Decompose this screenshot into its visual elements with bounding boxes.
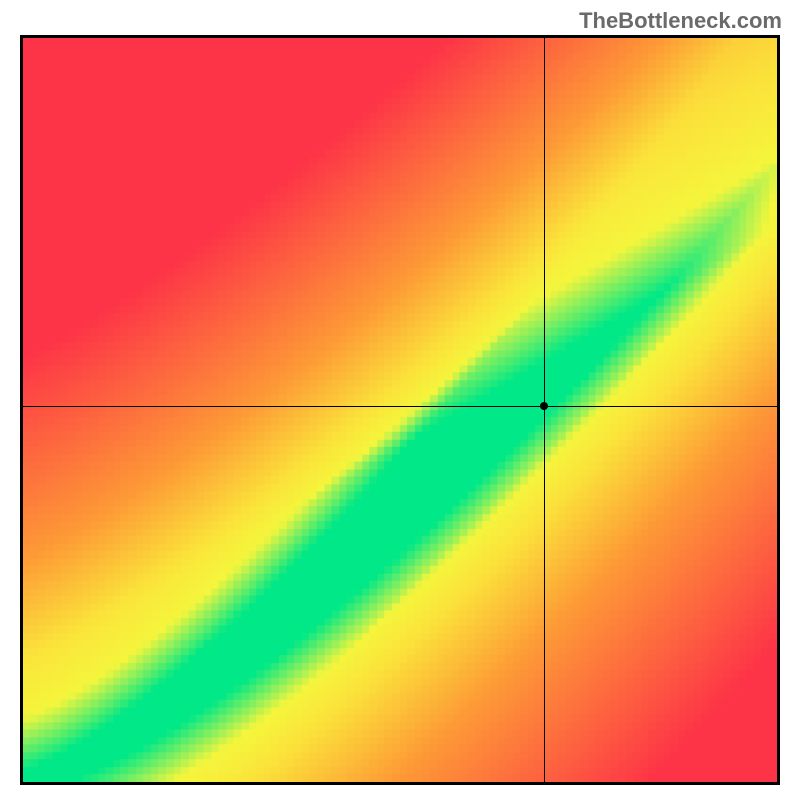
heatmap-canvas <box>23 38 777 782</box>
crosshair-marker <box>540 402 548 410</box>
crosshair-horizontal <box>23 406 777 407</box>
crosshair-vertical <box>544 38 545 782</box>
chart-container: TheBottleneck.com <box>0 0 800 800</box>
watermark-text: TheBottleneck.com <box>579 8 782 34</box>
chart-plot-area <box>20 35 780 785</box>
